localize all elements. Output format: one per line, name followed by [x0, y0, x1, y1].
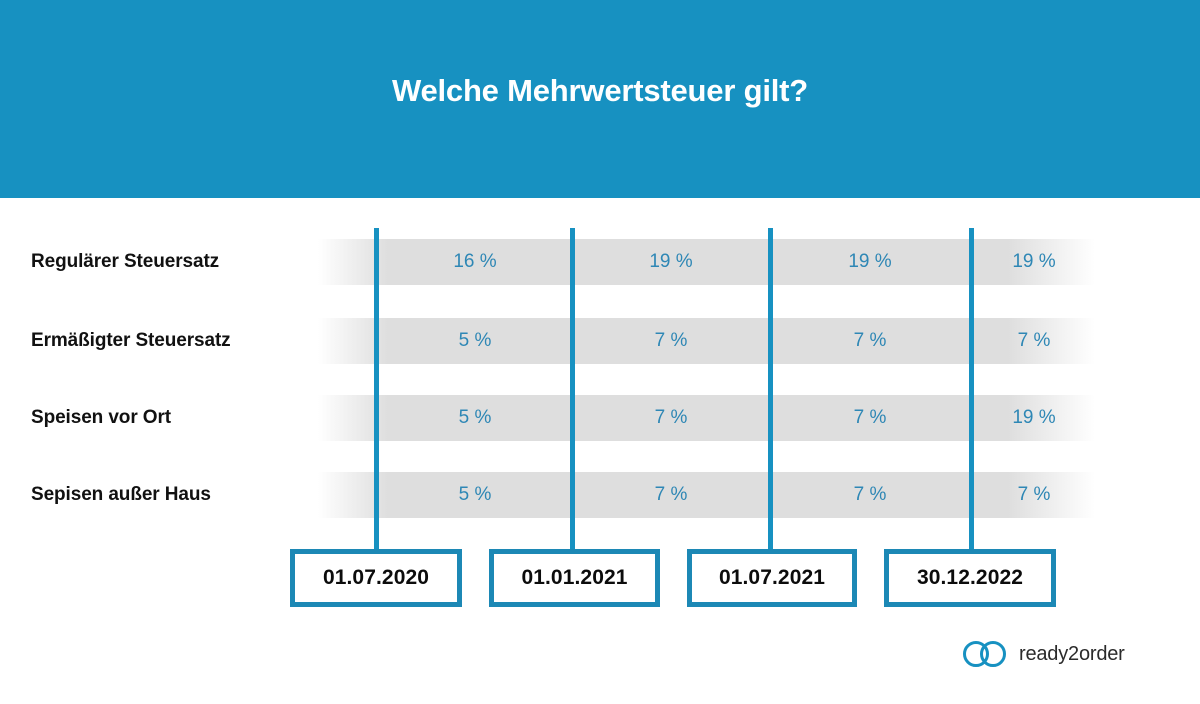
row-label-column: Regulärer Steuersatz Ermäßigter Steuersa… — [0, 198, 318, 538]
table-cell: 5 % — [458, 407, 492, 428]
date-box-label: 30.12.2022 — [916, 566, 1024, 589]
table-cell: 19 % — [1012, 407, 1056, 428]
table-cell: 7 % — [1017, 484, 1051, 505]
timeline-rule — [969, 228, 974, 549]
table-cell: 16 % — [453, 251, 497, 272]
table-cell: 7 % — [654, 330, 688, 351]
row-band — [318, 472, 1095, 518]
logo-wordmark: ready2order — [1019, 642, 1125, 665]
timeline-rule — [374, 228, 379, 549]
table-cell: 5 % — [458, 484, 492, 505]
table-cell: 19 % — [1012, 251, 1056, 272]
row-label-dine-in: Speisen vor Ort — [31, 407, 171, 428]
row-band — [318, 239, 1095, 285]
table-cell: 7 % — [853, 484, 887, 505]
header-banner: Welche Mehrwertsteuer gilt? — [0, 0, 1200, 198]
date-box-label: 01.01.2021 — [521, 566, 628, 589]
table-cell: 7 % — [1017, 330, 1051, 351]
row-label-takeaway: Sepisen außer Haus — [31, 484, 211, 505]
row-band — [318, 395, 1095, 441]
page-title: Welche Mehrwertsteuer gilt? — [391, 73, 809, 108]
brand-logo: ready2order — [962, 636, 1125, 672]
date-box-2022-12-30[interactable]: 30.12.2022 — [884, 549, 1056, 607]
date-box-label: 01.07.2021 — [718, 566, 826, 589]
two-interlocking-circles-icon — [963, 641, 1006, 667]
table-cell: 7 % — [654, 484, 688, 505]
table-cell: 19 % — [848, 251, 892, 272]
table-cell: 7 % — [853, 407, 887, 428]
date-box-2021-01-01[interactable]: 01.01.2021 — [489, 549, 660, 607]
row-label-regular-tax-rate: Regulärer Steuersatz — [31, 251, 220, 272]
timeline-rule — [768, 228, 773, 549]
table-cell: 5 % — [458, 330, 492, 351]
row-band — [318, 318, 1095, 364]
table-cell: 7 % — [853, 330, 887, 351]
chart-plot-area: Regulärer Steuersatz Ermäßigter Steuersa… — [0, 198, 1200, 704]
timeline-rule — [570, 228, 575, 549]
date-box-2020-07-01[interactable]: 01.07.2020 — [290, 549, 462, 607]
row-label-reduced-tax-rate: Ermäßigter Steuersatz — [31, 330, 231, 351]
date-box-label: 01.07.2020 — [322, 566, 430, 589]
table-cell: 7 % — [654, 407, 688, 428]
date-box-2021-07-01[interactable]: 01.07.2021 — [687, 549, 857, 607]
table-cell: 19 % — [649, 251, 693, 272]
